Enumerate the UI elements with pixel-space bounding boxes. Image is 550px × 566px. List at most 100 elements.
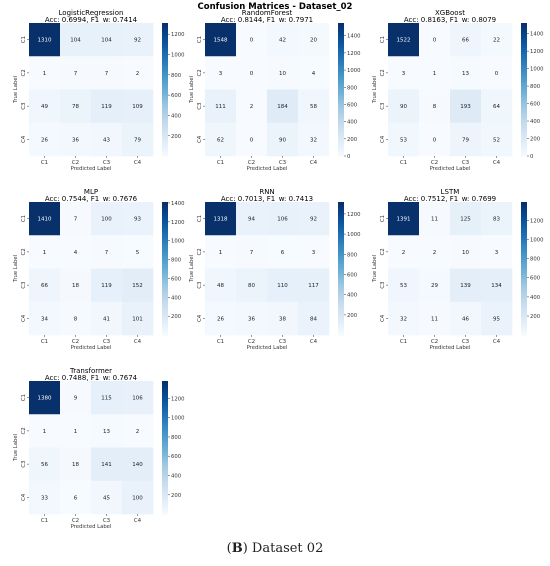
colorbar-segment [162,279,168,283]
cell-value: 184 [277,104,288,110]
heatmap-cell [91,268,123,303]
panel-subtitle: Acc: 0.8163, F1_w: 0.8079 [404,16,496,24]
cell-value: 13 [462,71,469,77]
colorbar-segment [162,469,168,473]
colorbar-segment [162,297,168,300]
heatmap-cell [91,89,123,124]
colorbar-segment [338,264,344,267]
colorbar-segment [162,111,168,115]
colorbar-segment [162,301,168,305]
y-tick-label: C2 [380,69,386,76]
colorbar-segment [162,454,168,457]
colorbar-segment [338,23,344,26]
cell-value: 90 [400,104,407,110]
colorbar-segment [521,122,527,126]
x-axis-label: Predicted Label [430,166,471,172]
colorbar-segment [338,102,344,106]
colorbar-segment [162,383,168,386]
colorbar-segment [521,295,527,298]
colorbar-segment [338,151,344,155]
cell-value: 66 [462,38,469,44]
colorbar-segment [162,107,168,110]
colorbar-segment [338,204,344,207]
heatmap-cell [60,480,92,515]
heatmap-cell [236,89,268,124]
colorbar-segment [162,303,168,307]
colorbar-segment [338,255,344,258]
colorbar-segment [162,127,168,130]
cell-value: 22 [493,38,500,44]
cell-value: 84 [310,316,317,322]
colorbar-segment [521,306,527,309]
heatmap-cell [450,268,482,303]
colorbar-segment [162,500,168,504]
heatmap-cell [481,301,513,336]
colorbar-segment [521,25,527,28]
heatmap-cell [122,480,154,515]
heatmap-cell [122,301,154,336]
colorbar-tick-label: 1200 [347,51,361,57]
cell-value: 0 [433,38,437,44]
cell-value: 3 [402,71,406,77]
heatmap-cell [122,381,154,415]
heatmap-cell [60,381,92,415]
colorbar-segment [338,328,344,331]
y-tick-label: C1 [21,394,27,401]
colorbar-segment [338,272,344,276]
heatmap-cell [267,268,299,303]
heatmap-cell [298,122,330,157]
x-tick-label: C2 [431,339,438,345]
x-tick-label: C4 [134,160,142,166]
colorbar-segment [521,230,527,234]
colorbar-segment [521,326,527,329]
colorbar-segment [162,420,168,424]
colorbar-segment [521,226,527,229]
colorbar-segment [162,219,168,223]
colorbar-segment [338,76,344,79]
colorbar-segment [162,29,168,33]
colorbar-segment [338,235,344,238]
colorbar-segment [162,476,168,479]
y-tick-label: C4 [380,135,386,143]
colorbar-segment [162,85,168,88]
cell-value: 52 [493,137,500,143]
cell-value: 117 [308,283,319,289]
colorbar-segment [521,248,527,252]
heatmap-cell [481,23,513,57]
y-tick-label: C4 [380,314,386,322]
y-tick-label: C2 [21,427,27,434]
y-axis-label: True Label [13,434,19,462]
colorbar-segment [521,219,527,223]
colorbar-segment [338,42,344,46]
colorbar-tick-label: 800 [171,435,182,441]
y-tick-label: C2 [21,248,27,255]
colorbar-segment [162,56,168,59]
colorbar-segment [521,34,527,37]
y-tick-label: C2 [197,69,203,76]
heatmap-cell [481,122,513,157]
colorbar-segment [521,47,527,50]
colorbar-segment [162,208,168,212]
colorbar-segment [521,93,527,97]
cell-value: 101 [132,316,143,322]
colorbar-segment [521,252,527,256]
colorbar-tick-label: 400 [171,474,182,480]
y-tick-label: C2 [21,69,27,76]
colorbar-segment [162,405,168,408]
colorbar-tick-label: 200 [530,314,541,320]
colorbar-segment [162,409,168,413]
colorbar-segment [521,299,527,303]
colorbar-segment [162,315,168,318]
heatmap-cell [91,202,123,236]
cell-value: 4 [312,71,316,77]
heatmap-cell [60,202,92,236]
colorbar-segment [162,429,168,433]
heatmap-cell [419,268,451,303]
x-tick-label: C3 [279,339,287,345]
colorbar-segment [162,511,168,515]
y-axis-label: True Label [13,255,19,283]
colorbar-segment [162,142,168,146]
cell-value: 139 [460,283,471,289]
colorbar-tick-label: 600 [347,102,358,108]
heatmap-cell [236,235,268,269]
